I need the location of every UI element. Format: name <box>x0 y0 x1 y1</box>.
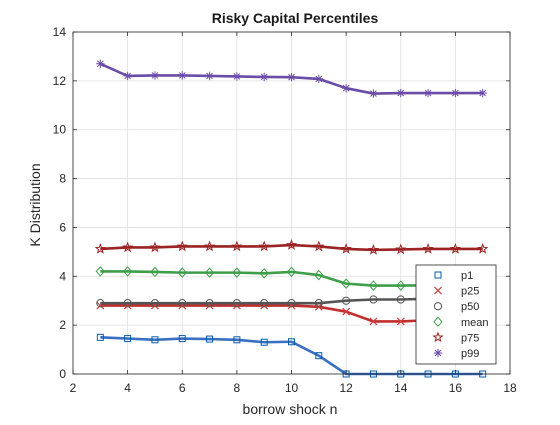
point-p99 <box>424 89 432 97</box>
y-tick-label: 12 <box>53 74 67 88</box>
x-tick-label: 14 <box>394 381 408 395</box>
y-tick-label: 2 <box>59 318 66 332</box>
legend-label: p1 <box>461 270 473 282</box>
y-tick-label: 8 <box>59 172 66 186</box>
legend-label: p50 <box>461 301 479 313</box>
point-p99 <box>178 71 186 79</box>
chart-title: Risky Capital Percentiles <box>212 10 379 26</box>
x-tick-label: 16 <box>449 381 463 395</box>
point-p99 <box>205 72 213 80</box>
x-tick-label: 2 <box>70 381 77 395</box>
x-tick-label: 8 <box>234 381 241 395</box>
legend-label: p99 <box>461 348 479 360</box>
point-p99 <box>96 60 104 68</box>
legend: p1 p25 p50 mean p75 p99 <box>416 265 496 364</box>
x-axis-label: borrow shock n <box>243 401 338 417</box>
y-tick-label: 4 <box>59 269 66 283</box>
x-tick-label: 6 <box>179 381 186 395</box>
x-tick-label: 12 <box>339 381 353 395</box>
point-p99 <box>369 89 377 97</box>
point-p99 <box>233 72 241 80</box>
legend-label: mean <box>461 317 489 329</box>
y-axis-label: K Distribution <box>27 163 43 246</box>
x-tick-label: 4 <box>124 381 131 395</box>
y-tick-label: 6 <box>59 220 66 234</box>
y-tick-label: 10 <box>53 123 67 137</box>
point-p99 <box>397 89 405 97</box>
y-tick-label: 0 <box>59 367 66 381</box>
point-p99 <box>260 73 268 81</box>
legend-label: p25 <box>461 286 479 298</box>
x-tick-label: 18 <box>503 381 517 395</box>
point-p99 <box>478 89 486 97</box>
legend-label: p75 <box>461 332 479 344</box>
x-tick-label: 10 <box>285 381 299 395</box>
point-p99 <box>151 71 159 79</box>
legend-box <box>416 265 496 364</box>
point-p99 <box>123 72 131 80</box>
point-p99 <box>451 89 459 97</box>
y-tick-label: 14 <box>53 25 67 39</box>
point-p99 <box>315 75 323 83</box>
point-p99 <box>342 84 350 92</box>
point-p99 <box>287 73 295 81</box>
legend-marker-p99 <box>434 349 442 357</box>
